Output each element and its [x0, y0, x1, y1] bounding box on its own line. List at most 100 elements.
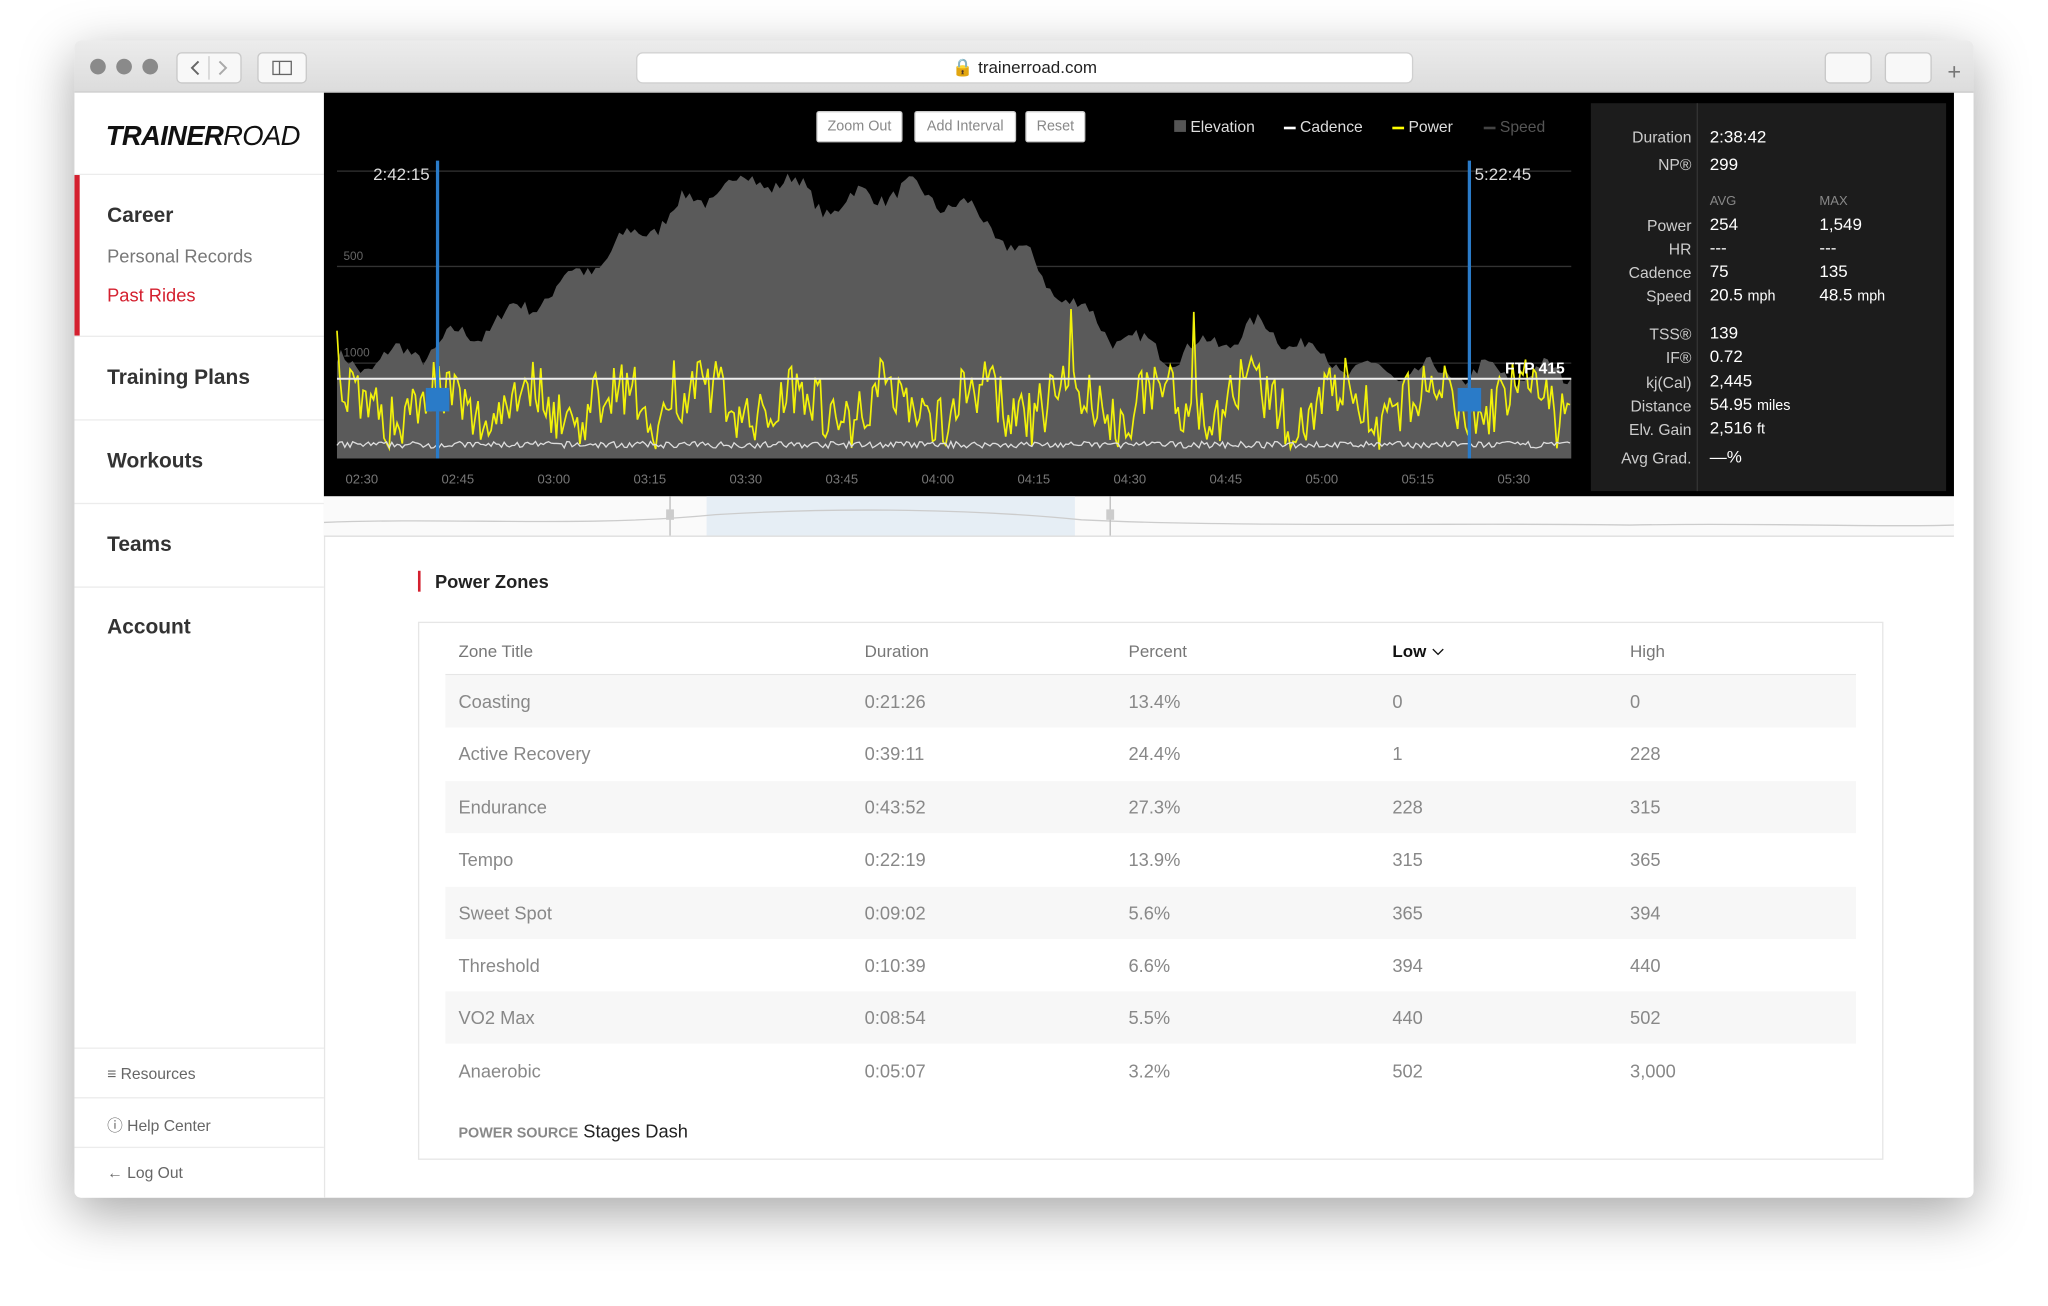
- separator: [74, 1146, 324, 1149]
- header-text: Low: [1392, 641, 1427, 661]
- cadence-line: [336, 439, 1571, 450]
- value: 54.95: [1709, 394, 1753, 414]
- value: ---: [1709, 237, 1727, 258]
- stat-max: 48.5 mph: [1819, 285, 1885, 305]
- column-header[interactable]: Zone Title: [458, 641, 533, 661]
- nav-career[interactable]: Career: [107, 205, 174, 228]
- column-header[interactable]: Low: [1392, 641, 1444, 661]
- legend-speed[interactable]: Speed: [1483, 118, 1545, 136]
- address-bar[interactable]: 🔒 trainerroad.com: [636, 52, 1414, 84]
- x-tick-label: 04:15: [1017, 471, 1050, 486]
- zoom-out-button[interactable]: Zoom Out: [816, 111, 903, 143]
- reset-button[interactable]: Reset: [1025, 111, 1086, 143]
- separator: [74, 502, 324, 505]
- title-bar: 🔒 trainerroad.com +: [74, 40, 1974, 93]
- column-header[interactable]: Percent: [1128, 641, 1187, 661]
- separator: [74, 1047, 324, 1049]
- header-text: Duration: [864, 641, 929, 661]
- table-cell: 6.6%: [1128, 954, 1171, 976]
- table-cell: 3.2%: [1128, 1060, 1171, 1082]
- nav-item[interactable]: Teams: [107, 534, 172, 557]
- column-header: AVG: [1709, 194, 1737, 209]
- footer-link[interactable]: ⓘ Help Center: [107, 1116, 211, 1136]
- table-row: Threshold 0:10:39 6.6% 394 440: [445, 939, 1856, 992]
- sidebar-icon: [272, 60, 292, 76]
- stat-label: NP®: [1658, 155, 1692, 174]
- overview-line: [323, 496, 1954, 536]
- table-cell: 13.9%: [1128, 849, 1181, 871]
- column-header[interactable]: High: [1630, 641, 1665, 661]
- elevation-area: [336, 173, 1572, 459]
- tabs-button[interactable]: [1884, 52, 1932, 84]
- nav-past-rides[interactable]: Past Rides: [107, 284, 196, 306]
- browser-window: 🔒 trainerroad.com + TRAINERROAD Career P…: [74, 40, 1974, 1198]
- value: 0.72: [1709, 346, 1743, 367]
- new-tab[interactable]: +: [1947, 58, 1962, 85]
- power-zones-table: POWER SOURCE Stages Dash Zone Title Durat…: [417, 621, 1884, 1160]
- stat-avg: 75: [1710, 261, 1729, 281]
- table-cell: 0: [1630, 690, 1641, 712]
- stat-value: 2:38:42: [1709, 126, 1767, 147]
- value: 2,516: [1709, 418, 1753, 438]
- nav-personal-records[interactable]: Personal Records: [107, 245, 253, 267]
- interval-handle[interactable]: [425, 387, 450, 412]
- stat-value: —%: [1710, 446, 1742, 466]
- close-button[interactable]: [90, 58, 106, 75]
- legend-cadence[interactable]: Cadence: [1283, 118, 1363, 136]
- table-cell: 24.4%: [1128, 743, 1181, 765]
- back-forward[interactable]: [176, 52, 242, 84]
- logo[interactable]: TRAINERROAD: [106, 121, 301, 152]
- table-cell: 0:43:52: [864, 796, 926, 818]
- value: 48.5: [1819, 284, 1853, 305]
- legend-power[interactable]: Power: [1392, 118, 1453, 136]
- table-cell: Coasting: [458, 690, 531, 712]
- x-tick-label: 04:45: [1209, 471, 1242, 486]
- value: 20.5: [1709, 284, 1743, 305]
- nav-arrows: [190, 56, 228, 80]
- stat-label: Avg Grad.: [1621, 448, 1692, 467]
- footer-link[interactable]: ≡ Resources: [107, 1064, 196, 1083]
- y-axis-label: 1000: [344, 347, 371, 360]
- ride-graph: FTP 415 500 1000 2:42:15 5:22:45 02:30 02:45 03…: [336, 160, 1572, 486]
- value: 254: [1709, 214, 1739, 234]
- column-header: MAX: [1819, 194, 1848, 209]
- value: 75: [1709, 261, 1729, 281]
- column-header[interactable]: Duration: [865, 641, 929, 661]
- stat-label: IF®: [1665, 349, 1692, 368]
- header-text: Zone Title: [458, 641, 534, 661]
- legend-elevation[interactable]: Elevation: [1174, 118, 1255, 136]
- table-cell: Sweet Spot: [458, 901, 552, 923]
- stat-label: Distance: [1630, 396, 1692, 416]
- nav-item[interactable]: Workouts: [107, 450, 204, 473]
- nav-item[interactable]: Account: [107, 616, 191, 639]
- nav-item[interactable]: Training Plans: [107, 367, 250, 390]
- table-cell: 228: [1392, 796, 1423, 818]
- add-interval-button[interactable]: Add Interval: [914, 111, 1017, 143]
- zoom-button[interactable]: [142, 58, 159, 75]
- stat-label: Speed: [1646, 287, 1692, 306]
- table-cell: 27.3%: [1128, 796, 1181, 818]
- table-cell: 0: [1392, 690, 1403, 712]
- table-row: Coasting 0:21:26 13.4% 0 0: [445, 675, 1856, 728]
- table-cell: 3,000: [1630, 1060, 1676, 1082]
- selection-range: [706, 496, 1075, 536]
- stat-value: 0.72: [1710, 347, 1743, 367]
- table-cell: 394: [1630, 901, 1661, 923]
- power-source-value: Stages Dash: [583, 1120, 688, 1142]
- share-button[interactable]: [1824, 52, 1872, 84]
- x-tick-label: 02:45: [441, 471, 474, 486]
- footer-link[interactable]: ← Log Out: [107, 1163, 183, 1183]
- power-line: [336, 308, 1571, 452]
- sidebar-toggle[interactable]: [257, 52, 307, 84]
- stat-value: 299: [1709, 154, 1739, 174]
- x-tick-label: 02:30: [345, 471, 378, 486]
- value: ---: [1819, 237, 1837, 258]
- active-indicator: [74, 175, 80, 336]
- overview-strip: [323, 496, 1954, 537]
- stat-avg: 254: [1710, 214, 1738, 234]
- minimize-button[interactable]: [116, 58, 132, 75]
- table-row: Sweet Spot 0:09:02 5.6% 365 394: [445, 886, 1856, 939]
- stat-value: 2,516 ft: [1710, 418, 1765, 438]
- stat-value: 54.95 miles: [1710, 394, 1791, 414]
- interval-handle[interactable]: [1457, 387, 1482, 412]
